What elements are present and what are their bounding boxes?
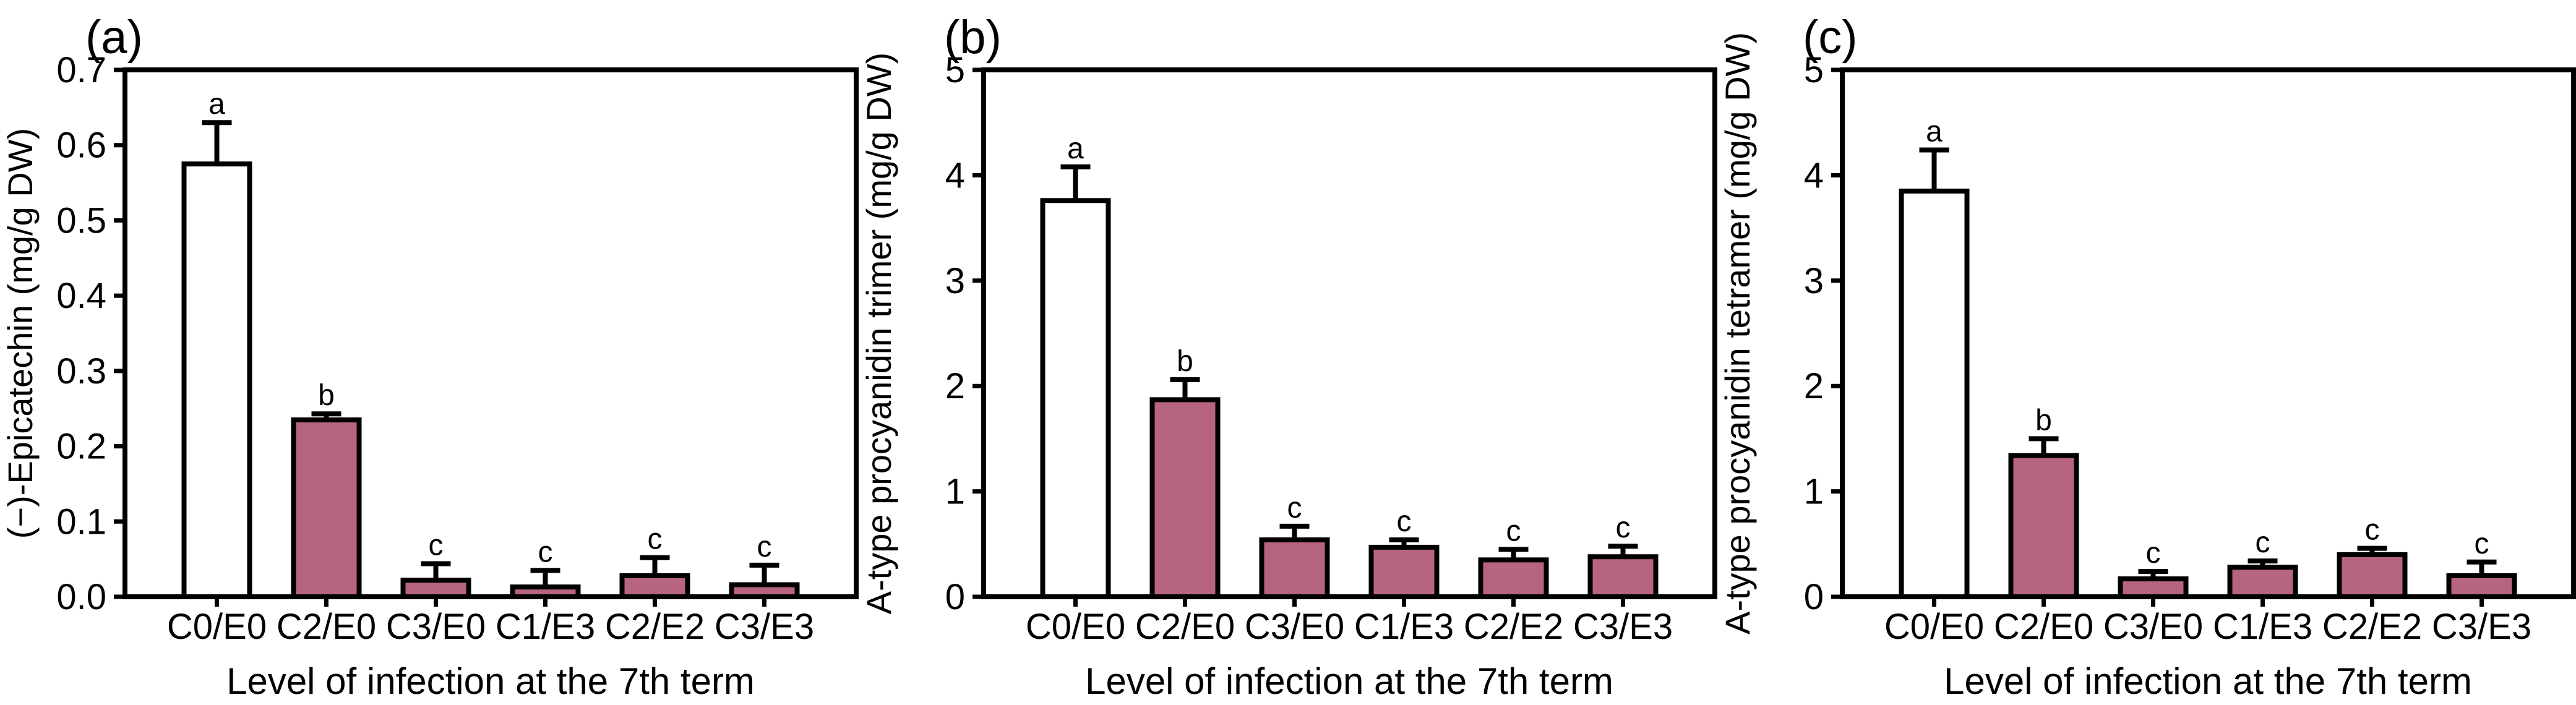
significance-letter: c — [757, 531, 772, 563]
bar-c0-e0 — [1899, 188, 1970, 599]
significance-letter: c — [538, 536, 553, 568]
panel-b: a b c c c c 0 1 2 3 4 5 C0/E0 C2/E0 C3/E0 C1/E3 C2/E2 C3/… — [859, 0, 1717, 702]
x-axis-title: Level of infection at the 7th term — [1944, 660, 2472, 702]
y-axis-title: A-type procyanidin trimer (mg/g DW) — [859, 53, 898, 615]
bar-c3-e0 — [1259, 537, 1330, 600]
bar-c2-e2 — [2337, 552, 2408, 600]
x-tick-label: C3/E0 — [2103, 607, 2203, 647]
bar-c2-e0 — [291, 417, 362, 599]
x-tick-label: C0/E0 — [1884, 607, 1984, 647]
y-tick-label: 0.7 — [56, 50, 106, 90]
significance-letter: c — [2365, 514, 2380, 547]
y-tick-label: 0 — [1804, 577, 1824, 617]
bar-c0-e0 — [181, 161, 252, 599]
x-axis-title: Level of infection at the 7th term — [1085, 660, 1613, 702]
y-axis-title: (−)-Epicatechin (mg/g DW) — [1, 128, 40, 539]
bar-c2-e2 — [619, 573, 690, 599]
x-tick-label: C3/E0 — [386, 607, 486, 647]
significance-letter: c — [648, 523, 663, 556]
x-tick-label: C1/E3 — [2213, 607, 2312, 647]
y-tick-label: 0 — [945, 577, 965, 617]
panel-a-chart: a b c c c c 0.0 0.1 0.2 0.3 0.4 0.5 0.6 0.7 C0/E0 C2/E0… — [0, 0, 859, 702]
bar-c1-e3 — [2227, 565, 2298, 600]
y-tick-label: 5 — [1804, 50, 1824, 90]
x-tick-label: C3/E3 — [715, 607, 814, 647]
significance-letter: c — [1616, 511, 1631, 544]
significance-letter: b — [318, 379, 335, 412]
bar-c3-e0 — [400, 578, 471, 599]
panel-letter: (b) — [944, 11, 1002, 64]
y-tick-label: 3 — [1804, 261, 1824, 301]
y-tick-label: 2 — [945, 366, 965, 406]
x-tick-label: C1/E3 — [496, 607, 595, 647]
y-tick-label: 0.5 — [56, 200, 106, 241]
y-tick-label: 0.3 — [56, 351, 106, 391]
bar-c3-e3 — [1587, 554, 1659, 599]
x-tick-label: C3/E0 — [1245, 607, 1344, 647]
panel-letter: (c) — [1803, 11, 1858, 64]
plot-box — [1840, 67, 2576, 599]
panel-c-chart: a b c c c c 0 1 2 3 4 5 C0/E0 C2/E0 C3/E0 C1/E3 C2/E2 C3/… — [1717, 0, 2576, 702]
significance-letter: a — [208, 88, 225, 121]
x-tick-label: C1/E3 — [1354, 607, 1454, 647]
significance-letter: b — [2035, 404, 2052, 437]
x-tick-label: C3/E3 — [2432, 607, 2531, 647]
bar-c3-e3 — [2446, 573, 2517, 599]
bar-c2-e2 — [1478, 557, 1549, 599]
x-tick-label: C0/E0 — [167, 607, 267, 647]
bar-c0-e0 — [1040, 198, 1111, 599]
significance-letter: c — [1287, 492, 1302, 524]
x-tick-label: C2/E0 — [1135, 607, 1235, 647]
y-tick-label: 0.1 — [56, 502, 106, 542]
y-tick-label: 4 — [945, 155, 965, 195]
bar-c3-e0 — [2118, 576, 2189, 599]
significance-letter: a — [1067, 132, 1084, 165]
y-tick-label: 0.6 — [56, 126, 106, 166]
significance-letter: c — [1506, 515, 1521, 547]
panel-b-chart: a b c c c c 0 1 2 3 4 5 C0/E0 C2/E0 C3/E0 C1/E3 C2/E2 C3/… — [859, 0, 1717, 702]
y-axis-title: A-type procyanidin tetramer (mg/g DW) — [1718, 32, 1757, 634]
bar-c1-e3 — [1368, 544, 1440, 599]
significance-letter: c — [2146, 537, 2161, 570]
significance-letter: c — [2256, 526, 2270, 559]
y-tick-label: 1 — [1804, 472, 1824, 512]
x-tick-label: C0/E0 — [1026, 607, 1125, 647]
y-tick-label: 0.4 — [56, 276, 106, 316]
plot-box — [122, 67, 859, 599]
significance-letter: c — [2475, 528, 2489, 560]
x-tick-label: C2/E0 — [1994, 607, 2093, 647]
panel-letter: (a) — [85, 11, 143, 64]
y-tick-label: 3 — [945, 261, 965, 301]
x-axis-title: Level of infection at the 7th term — [226, 660, 755, 702]
significance-letter: c — [1397, 505, 1412, 538]
panel-a: a b c c c c 0.0 0.1 0.2 0.3 0.4 0.5 0.6 0.7 C0/E0 C2/E0… — [0, 0, 859, 702]
panel-c: a b c c c c 0 1 2 3 4 5 C0/E0 C2/E0 C3/E0 C1/E3 C2/E2 C3/… — [1717, 0, 2576, 702]
y-tick-label: 0.0 — [56, 577, 106, 617]
y-tick-label: 0.2 — [56, 427, 106, 467]
significance-letter: b — [1177, 345, 1193, 378]
x-tick-label: C2/E2 — [2322, 607, 2422, 647]
bar-c2-e0 — [1149, 397, 1221, 599]
y-tick-label: 2 — [1804, 366, 1824, 406]
y-tick-label: 4 — [1804, 155, 1824, 195]
significance-letter: c — [429, 529, 444, 562]
plot-box — [981, 67, 1717, 599]
x-tick-label: C2/E0 — [277, 607, 376, 647]
bar-c2-e0 — [2008, 453, 2079, 599]
x-tick-label: C3/E3 — [1573, 607, 1673, 647]
significance-letter: a — [1926, 116, 1943, 148]
x-tick-label: C2/E2 — [605, 607, 705, 647]
x-tick-label: C2/E2 — [1464, 607, 1563, 647]
y-tick-label: 1 — [945, 472, 965, 512]
y-tick-label: 5 — [945, 50, 965, 90]
